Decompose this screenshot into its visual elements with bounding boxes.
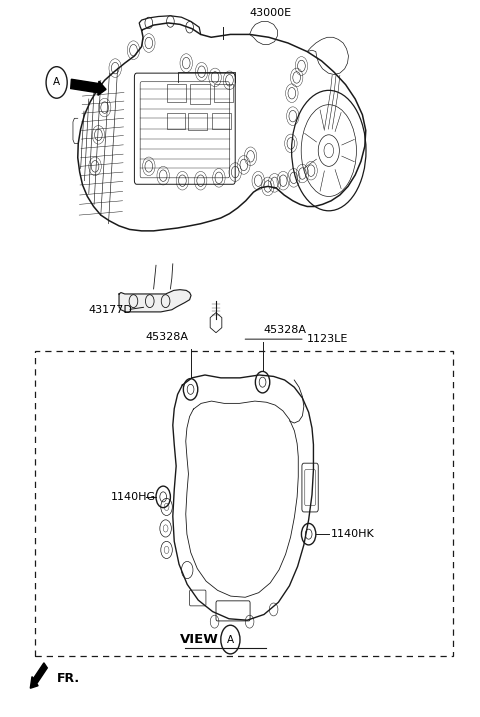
Polygon shape [119, 290, 191, 312]
Text: 1123LE: 1123LE [307, 334, 348, 344]
Text: A: A [227, 635, 234, 645]
Text: FR.: FR. [57, 672, 80, 685]
Text: 45328A: 45328A [263, 325, 306, 335]
Text: 1140HG: 1140HG [110, 492, 156, 502]
Text: A: A [53, 77, 60, 87]
FancyArrow shape [71, 80, 106, 95]
Text: 43000E: 43000E [250, 8, 292, 18]
Bar [167, 84, 186, 102]
Bar [214, 84, 233, 102]
Text: 1140HK: 1140HK [331, 529, 375, 539]
Bar [190, 84, 210, 104]
Bar [188, 113, 207, 130]
Bar [35, 351, 453, 656]
Text: VIEW: VIEW [180, 633, 218, 646]
Text: 45328A: 45328A [145, 332, 188, 342]
Bar [167, 113, 185, 129]
FancyArrow shape [30, 663, 48, 688]
Text: 43177D: 43177D [89, 305, 132, 315]
Bar [212, 113, 231, 129]
